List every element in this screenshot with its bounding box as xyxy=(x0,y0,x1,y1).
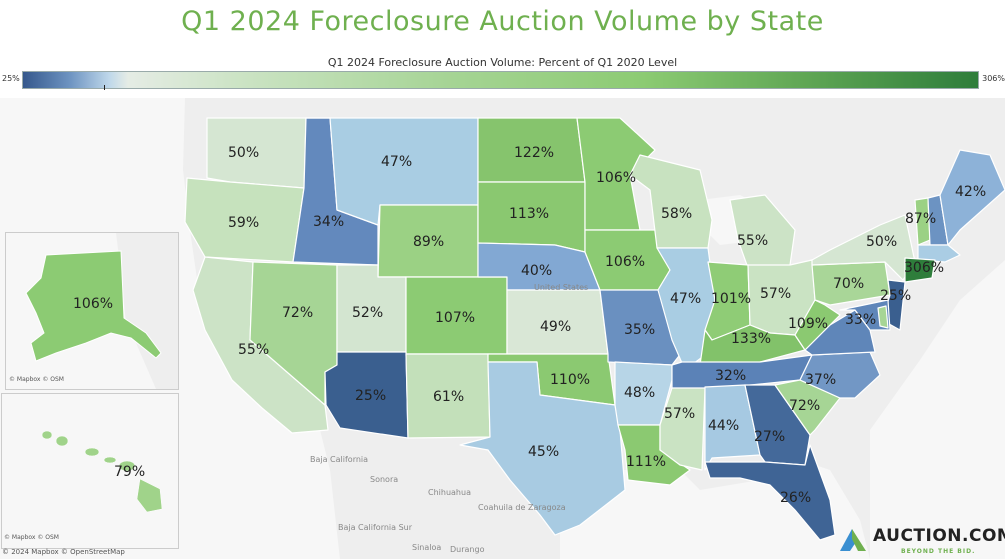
legend-min-label: 25% xyxy=(2,74,20,83)
place-coahuila: Coahuila de Zaragoza xyxy=(478,503,566,512)
label-NV: 72% xyxy=(282,305,313,321)
hawaii-inset[interactable]: 79% xyxy=(1,393,179,549)
place-baja-california-sur: Baja California Sur xyxy=(338,523,413,532)
label-MO: 35% xyxy=(624,322,655,338)
label-KS: 49% xyxy=(540,319,571,335)
map-attribution: © 2024 Mapbox © OpenStreetMap xyxy=(2,548,125,556)
atlantic-ocean xyxy=(870,260,1005,559)
label-AR: 48% xyxy=(624,385,655,401)
legend-max-label: 306% xyxy=(982,74,1005,83)
label-WV: 109% xyxy=(788,316,828,332)
label-IN: 101% xyxy=(711,291,751,307)
label-AK: 106% xyxy=(73,296,113,312)
alaska-attribution: © Mapbox © OSM xyxy=(9,376,64,383)
color-legend-bar[interactable] xyxy=(22,71,979,89)
label-UT: 52% xyxy=(352,305,383,321)
auction-logo-icon xyxy=(840,529,866,551)
label-NM: 61% xyxy=(433,389,464,405)
label-NC: 37% xyxy=(805,372,836,388)
label-TX: 45% xyxy=(528,444,559,460)
label-NE: 40% xyxy=(521,263,552,279)
label-ND: 122% xyxy=(514,145,554,161)
label-TN: 32% xyxy=(715,368,746,384)
state-CT[interactable] xyxy=(904,257,936,283)
label-WY: 89% xyxy=(413,234,444,250)
place-sinaloa: Sinaloa xyxy=(412,543,441,552)
logo-name: AUCTION.COM xyxy=(873,526,1005,546)
state-HI[interactable] xyxy=(41,430,163,513)
alaska-inset[interactable]: 106% xyxy=(5,232,179,390)
state-MD[interactable] xyxy=(839,299,891,331)
state-TX[interactable] xyxy=(459,361,626,536)
legend-title: Q1 2024 Foreclosure Auction Volume: Perc… xyxy=(327,56,678,69)
label-MS: 57% xyxy=(664,406,695,422)
state-FL[interactable] xyxy=(704,444,836,541)
label-OR: 59% xyxy=(228,215,259,231)
label-NY: 50% xyxy=(866,234,897,250)
label-SD: 113% xyxy=(509,206,549,222)
label-SC: 72% xyxy=(789,398,820,414)
label-PA: 70% xyxy=(833,276,864,292)
label-MI: 55% xyxy=(737,233,768,249)
place-sonora: Sonora xyxy=(370,475,398,484)
legend-marker xyxy=(104,85,105,90)
logo-tagline: BEYOND THE BID. xyxy=(901,548,976,555)
place-chihuahua: Chihuahua xyxy=(428,488,471,497)
label-CT: 306% xyxy=(904,260,944,276)
state-MN[interactable] xyxy=(576,117,656,231)
label-NJ: 25% xyxy=(880,288,911,304)
label-OK: 110% xyxy=(550,372,590,388)
state-MA[interactable] xyxy=(917,244,961,263)
label-VT: 87% xyxy=(905,211,936,227)
label-OH: 57% xyxy=(760,286,791,302)
place-united-states: United States xyxy=(534,283,588,292)
state-SC[interactable] xyxy=(774,379,841,436)
label-HI: 79% xyxy=(114,464,145,480)
label-KY: 133% xyxy=(731,331,771,347)
state-NY[interactable] xyxy=(811,214,916,281)
label-WA: 50% xyxy=(228,145,259,161)
label-WI: 58% xyxy=(661,206,692,222)
map-title: Q1 2024 Foreclosure Auction Volume by St… xyxy=(181,6,824,37)
state-AK[interactable] xyxy=(25,250,162,362)
label-CO: 107% xyxy=(435,310,475,326)
label-AL: 44% xyxy=(708,418,739,434)
label-GA: 27% xyxy=(754,429,785,445)
label-LA: 111% xyxy=(626,454,666,470)
label-MN: 106% xyxy=(596,170,636,186)
label-IA: 106% xyxy=(605,254,645,270)
label-VA: 33% xyxy=(845,312,876,328)
label-FL: 26% xyxy=(780,490,811,506)
label-ME: 42% xyxy=(955,184,986,200)
label-AZ: 25% xyxy=(355,388,386,404)
label-IL: 47% xyxy=(670,291,701,307)
state-DE[interactable] xyxy=(877,305,889,329)
place-durango: Durango xyxy=(450,545,485,554)
state-AL[interactable] xyxy=(704,384,761,471)
label-CA: 55% xyxy=(238,342,269,358)
place-baja-california: Baja California xyxy=(310,455,368,464)
label-ID: 34% xyxy=(313,214,344,230)
hawaii-attribution: © Mapbox © OSM xyxy=(4,534,59,541)
state-TN[interactable] xyxy=(671,354,813,391)
label-MT: 47% xyxy=(381,154,412,170)
